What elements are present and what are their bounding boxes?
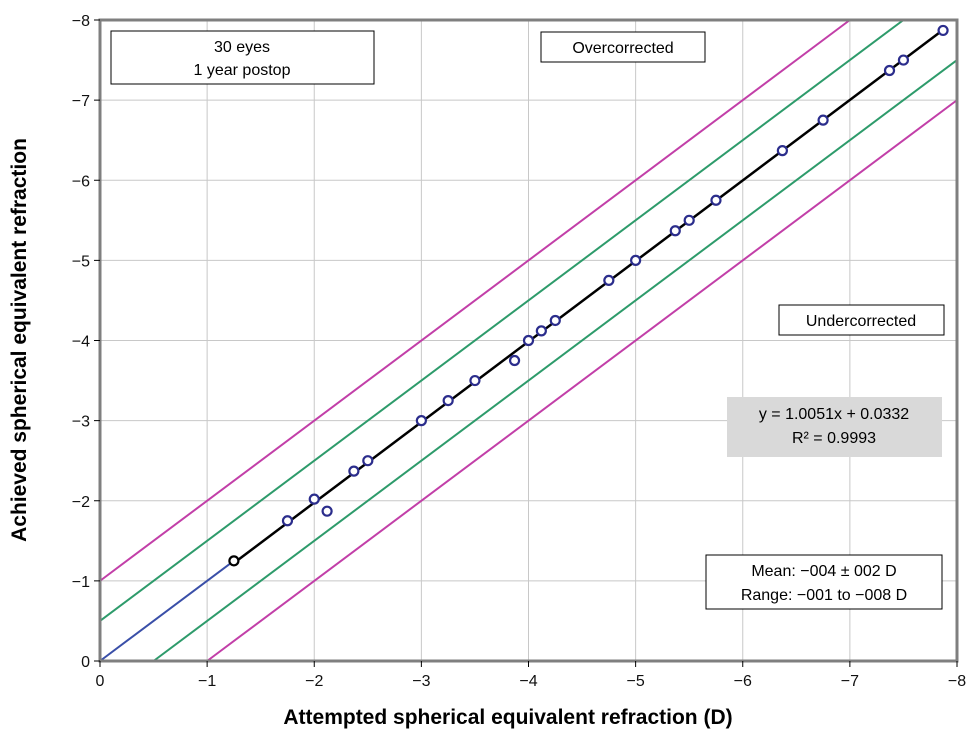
data-point — [308, 493, 320, 505]
data-point — [683, 214, 695, 226]
y-tick-label: −1 — [72, 574, 90, 591]
inner_band-line — [152, 59, 958, 662]
mean-line: Mean: −004 ± 002 D — [751, 563, 896, 580]
r-squared-line: R² = 0.9993 — [792, 430, 876, 447]
data-point — [549, 314, 561, 327]
data-point — [469, 374, 481, 387]
data-point — [522, 334, 535, 347]
data-point — [669, 225, 681, 237]
y-tick-label: −5 — [72, 253, 90, 270]
data-point — [937, 24, 949, 37]
y-tick-label: −3 — [72, 414, 90, 431]
data-point — [630, 254, 642, 266]
x-tick-label: −6 — [734, 673, 752, 690]
y-tick-label: −4 — [72, 334, 90, 351]
data-point — [281, 515, 294, 527]
y-tick-label: −7 — [72, 93, 90, 110]
x-tick-label: −2 — [305, 673, 323, 690]
data-point — [817, 114, 829, 126]
outer_band-line — [99, 19, 851, 582]
y-tick-label: −2 — [72, 494, 90, 511]
data-point — [710, 194, 722, 206]
range-line: Range: −001 to −008 D — [741, 587, 907, 604]
x-tick-labels: 0 −1 −2 −3 −4 −5 −6 −7 −8 — [96, 661, 966, 690]
equation-line: y = 1.0051x + 0.0332 — [759, 406, 909, 423]
data-point — [776, 145, 788, 157]
stats-box: Mean: −004 ± 002 D Range: −001 to −008 D — [705, 554, 943, 610]
sample-size-line2: 1 year postop — [194, 62, 291, 79]
x-tick-label: 0 — [96, 673, 105, 690]
data-points — [228, 24, 949, 567]
overcorrected-label: Overcorrected — [572, 40, 673, 57]
data-point — [508, 354, 521, 367]
y-tick-label: 0 — [81, 654, 90, 671]
x-axis-title: Attempted spherical equivalent refractio… — [283, 706, 732, 729]
x-tick-label: −8 — [948, 673, 966, 690]
inner_band-line — [99, 19, 905, 622]
y-tick-label: −8 — [72, 13, 90, 30]
data-point — [897, 54, 910, 66]
overcorrected-box: Overcorrected — [540, 31, 706, 63]
data-point — [535, 325, 547, 337]
undercorrected-label: Undercorrected — [806, 313, 916, 330]
x-tick-label: −5 — [627, 673, 645, 690]
sample-size-line1: 30 eyes — [214, 39, 270, 56]
undercorrected-box: Undercorrected — [778, 304, 945, 336]
x-tick-label: −1 — [198, 673, 216, 690]
y-axis-title: Achieved spherical equivalent refraction — [8, 138, 31, 542]
data-point — [362, 455, 374, 467]
x-tick-label: −4 — [519, 673, 537, 690]
y-tick-labels: 0 −1 −2 −3 −4 −5 −6 −7 −8 — [72, 13, 100, 671]
identity-line — [99, 560, 235, 662]
x-tick-label: −7 — [841, 673, 859, 690]
data-point — [321, 505, 333, 517]
reference-lines — [99, 19, 958, 662]
y-tick-label: −6 — [72, 173, 90, 190]
data-point — [415, 415, 427, 427]
data-point — [883, 64, 896, 77]
data-point — [442, 394, 454, 407]
sample-size-box: 30 eyes 1 year postop — [110, 30, 375, 85]
data-point — [228, 555, 240, 567]
outer_band-line — [206, 99, 958, 662]
equation-box: y = 1.0051x + 0.0332 R² = 0.9993 — [727, 397, 942, 457]
data-point — [603, 274, 615, 287]
x-tick-label: −3 — [412, 673, 430, 690]
data-point — [348, 465, 360, 477]
